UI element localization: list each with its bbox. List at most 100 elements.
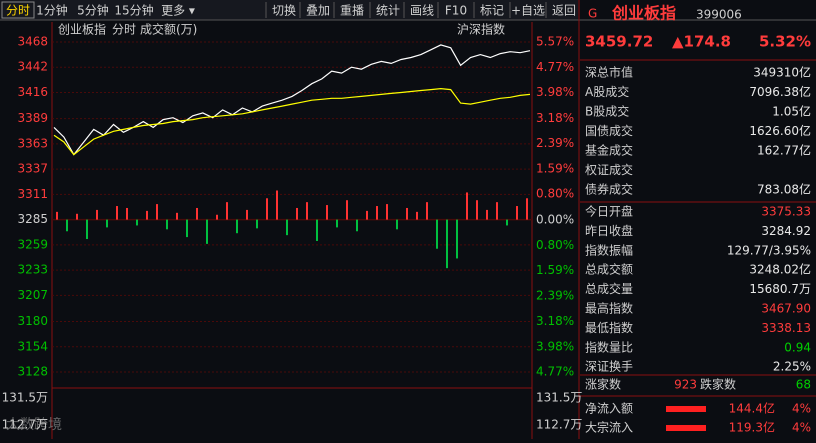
tab[interactable]: 更多 ▾ <box>161 4 195 18</box>
quote-label: 最低指数 <box>585 320 633 335</box>
y2-tick-label: 3.18% <box>536 314 574 328</box>
volume-tick-label: 131.5万 <box>2 391 48 405</box>
quote-label: 指数量比 <box>585 339 633 354</box>
quote-label: 深证换手 <box>585 360 633 374</box>
chart-title: 创业板指 <box>58 22 106 37</box>
index-name: 创业板指 <box>611 4 676 23</box>
y2-tick-label: 4.77% <box>536 365 574 379</box>
tab[interactable]: 15分钟 <box>114 3 153 18</box>
y2-tick-label: 0.80% <box>536 187 574 201</box>
compare-label: 沪深指数 <box>457 22 505 37</box>
flow-label: 净流入额 <box>585 402 633 416</box>
index-code: 399006 <box>696 8 742 22</box>
quote-value: 1.05亿 <box>772 104 811 119</box>
advance-label: 涨家数 <box>585 377 621 392</box>
y-tick-label: 3180 <box>17 314 48 328</box>
y-tick-label: 3285 <box>17 212 48 226</box>
y-tick-label: 3363 <box>17 136 48 150</box>
toolbar-button[interactable]: 重播 <box>340 4 364 18</box>
y2-tick-label: 3.98% <box>536 339 574 353</box>
y-tick-label: 3311 <box>17 187 48 201</box>
quote-value: 2.25% <box>773 360 811 374</box>
quote-value: 3248.02亿 <box>749 262 811 277</box>
toolbar-button[interactable]: 叠加 <box>306 4 330 18</box>
flow-amount: 144.4亿 <box>729 401 775 416</box>
quote-label: 指数振幅 <box>585 242 633 257</box>
change: ▲174.8 <box>672 33 731 51</box>
flow-bar <box>666 406 706 412</box>
tab[interactable]: 分时 <box>6 4 30 18</box>
tab[interactable]: 1分钟 <box>36 3 68 18</box>
y2-tick-label: 0.00% <box>536 212 574 226</box>
change-pct: 5.32% <box>759 33 811 51</box>
y2-tick-label: 2.39% <box>536 289 574 303</box>
y2-tick-label: 1.59% <box>536 162 574 176</box>
quote-value: 783.08亿 <box>757 182 811 197</box>
quote-label: 权证成交 <box>585 162 633 177</box>
indicator: 成交额(万) <box>140 22 197 37</box>
y-tick-label: 3207 <box>17 288 48 302</box>
quote-value: 3467.90 <box>761 302 811 316</box>
y-tick-label: 3233 <box>17 263 48 277</box>
volume-tick-label: 112.7万 <box>536 418 582 432</box>
toolbar-button[interactable]: 返回 <box>552 4 576 18</box>
decline-label: 跌家数 <box>700 377 736 392</box>
y2-tick-label: 5.57% <box>536 35 574 49</box>
tab-active <box>1 1 35 19</box>
quote-label: 债券成交 <box>585 182 633 197</box>
price: 3459.72 <box>585 33 653 51</box>
y-tick-label: 3442 <box>17 60 48 74</box>
quote-value: 3284.92 <box>761 224 811 238</box>
quote-value: 15680.7万 <box>749 282 811 296</box>
watermark: 大数跨境 <box>6 417 62 433</box>
flow-amount: 119.3亿 <box>729 420 775 435</box>
decline: 68 <box>796 378 811 392</box>
code-prefix: G <box>588 7 597 21</box>
price-line <box>53 87 531 156</box>
flow-pct: 4% <box>792 402 811 416</box>
y-tick-label: 3259 <box>17 237 48 251</box>
quote-value: 3338.13 <box>761 321 811 335</box>
toolbar-button[interactable]: +自选 <box>511 4 545 18</box>
quote-label: 国债成交 <box>585 123 633 138</box>
y-tick-label: 3468 <box>17 35 48 49</box>
quote-label: 昨日收盘 <box>585 223 633 238</box>
toolbar <box>0 0 578 20</box>
y2-tick-label: 2.39% <box>536 136 574 150</box>
y-tick-label: 3128 <box>17 365 48 379</box>
quote-label: B股成交 <box>585 104 629 119</box>
y2-tick-label: 4.77% <box>536 60 574 74</box>
y2-tick-label: 3.98% <box>536 85 574 99</box>
y-tick-label: 3416 <box>17 85 48 99</box>
toolbar-button[interactable]: F10 <box>445 4 467 18</box>
volume-tick-label: 131.5万 <box>536 391 582 405</box>
quote-label: 深总市值 <box>585 65 633 80</box>
toolbar-button[interactable]: 画线 <box>410 4 434 18</box>
quote-value: 3375.33 <box>761 205 811 219</box>
y-tick-label: 3389 <box>17 111 48 125</box>
quote-value: 0.94 <box>784 340 811 354</box>
quote-value: 129.77/3.95% <box>727 243 811 257</box>
quote-label: 今日开盘 <box>585 204 633 219</box>
quote-value: 7096.38亿 <box>749 84 811 99</box>
advance: 923 <box>674 378 697 392</box>
quote-label: 总成交额 <box>585 262 633 277</box>
toolbar-button[interactable]: 标记 <box>480 4 504 18</box>
flow-bar <box>666 425 706 431</box>
tab[interactable]: 5分钟 <box>77 3 109 18</box>
y-tick-label: 3337 <box>17 162 48 176</box>
quote-value: 349310亿 <box>753 65 811 80</box>
y-tick-label: 3154 <box>17 339 48 353</box>
volume-tick-label: 112.7万 <box>2 418 48 432</box>
toolbar-button[interactable]: 切换 <box>272 4 296 18</box>
y2-tick-label: 1.59% <box>536 263 574 277</box>
flow-label: 大宗流入 <box>585 420 633 435</box>
quote-label: 总成交量 <box>585 281 633 296</box>
quote-label: 基金成交 <box>585 143 633 158</box>
quote-label: A股成交 <box>585 84 629 99</box>
y2-tick-label: 3.18% <box>536 111 574 125</box>
quote-label: 最高指数 <box>585 301 633 316</box>
toolbar-button[interactable]: 统计 <box>376 4 400 18</box>
y2-tick-label: 0.80% <box>536 238 574 252</box>
